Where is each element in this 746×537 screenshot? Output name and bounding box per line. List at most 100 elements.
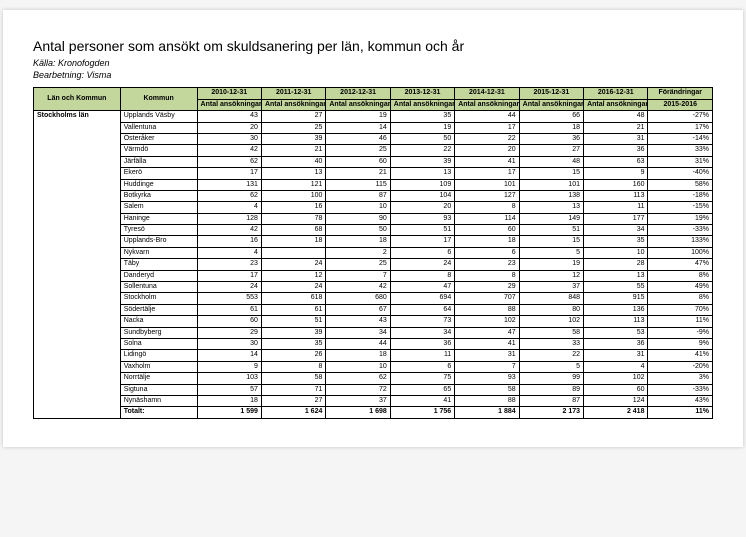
- value-cell: 103: [197, 373, 261, 384]
- value-cell: 707: [455, 293, 519, 304]
- th-sub-6: Antal ansökningar: [584, 99, 648, 110]
- value-cell: 35: [584, 236, 648, 247]
- table-row: Södertälje61616764888013670%: [34, 304, 713, 315]
- table-header: Län och Kommun Kommun 2010-12-31 2011-12…: [34, 88, 713, 111]
- kommun-cell: Salem: [120, 202, 197, 213]
- total-value: 11%: [648, 407, 713, 418]
- value-cell: 51: [261, 316, 325, 327]
- value-cell: 53: [584, 327, 648, 338]
- value-cell: 115: [326, 179, 390, 190]
- total-value: 1 599: [197, 407, 261, 418]
- value-cell: 4: [584, 361, 648, 372]
- value-cell: 133%: [648, 236, 713, 247]
- value-cell: 34: [390, 327, 454, 338]
- th-date-0: 2010-12-31: [197, 88, 261, 99]
- kommun-cell: Österåker: [120, 133, 197, 144]
- value-cell: 113: [584, 190, 648, 201]
- value-cell: 47%: [648, 259, 713, 270]
- value-cell: 65: [390, 384, 454, 395]
- value-cell: 17%: [648, 122, 713, 133]
- value-cell: 42: [197, 225, 261, 236]
- value-cell: 21: [261, 145, 325, 156]
- value-cell: 7: [455, 361, 519, 372]
- value-cell: 64: [390, 304, 454, 315]
- page-title: Antal personer som ansökt om skuldsaneri…: [33, 38, 713, 54]
- value-cell: 11: [390, 350, 454, 361]
- total-value: 1 624: [261, 407, 325, 418]
- source-line-1: Källa: Kronofogden: [33, 58, 713, 70]
- table-row: Sollentuna2424424729375549%: [34, 282, 713, 293]
- kommun-cell: Lidingö: [120, 350, 197, 361]
- value-cell: 24: [390, 259, 454, 270]
- total-value: 1 884: [455, 407, 519, 418]
- value-cell: 4: [197, 202, 261, 213]
- value-cell: 48: [519, 156, 583, 167]
- value-cell: 49%: [648, 282, 713, 293]
- table-row: Stockholm5536186806947078489158%: [34, 293, 713, 304]
- value-cell: 2: [326, 247, 390, 258]
- kommun-cell: Stockholm: [120, 293, 197, 304]
- value-cell: 177: [584, 213, 648, 224]
- value-cell: 100: [261, 190, 325, 201]
- document-page: Antal personer som ansökt om skuldsaneri…: [3, 10, 743, 447]
- value-cell: 19: [326, 111, 390, 122]
- value-cell: 39: [261, 133, 325, 144]
- value-cell: 4: [197, 247, 261, 258]
- value-cell: 37: [326, 395, 390, 406]
- value-cell: 36: [390, 338, 454, 349]
- kommun-cell: Nynäshamn: [120, 395, 197, 406]
- value-cell: 60: [584, 384, 648, 395]
- value-cell: 109: [390, 179, 454, 190]
- value-cell: 131: [197, 179, 261, 190]
- value-cell: 848: [519, 293, 583, 304]
- value-cell: 24: [261, 282, 325, 293]
- value-cell: 89: [519, 384, 583, 395]
- value-cell: 41%: [648, 350, 713, 361]
- value-cell: 124: [584, 395, 648, 406]
- value-cell: 73: [390, 316, 454, 327]
- th-date-5: 2015-12-31: [519, 88, 583, 99]
- value-cell: 21: [584, 122, 648, 133]
- value-cell: 33%: [648, 145, 713, 156]
- value-cell: 618: [261, 293, 325, 304]
- value-cell: 62: [197, 156, 261, 167]
- kommun-cell: Upplands Väsby: [120, 111, 197, 122]
- kommun-cell: Vallentuna: [120, 122, 197, 133]
- value-cell: 22: [519, 350, 583, 361]
- value-cell: 28: [584, 259, 648, 270]
- value-cell: 19: [390, 122, 454, 133]
- kommun-cell: Södertälje: [120, 304, 197, 315]
- th-date-6: 2016-12-31: [584, 88, 648, 99]
- value-cell: 18: [326, 350, 390, 361]
- value-cell: 8: [455, 270, 519, 281]
- value-cell: 915: [584, 293, 648, 304]
- th-change-sub: 2015-2016: [648, 99, 713, 110]
- value-cell: 102: [519, 316, 583, 327]
- value-cell: 88: [455, 395, 519, 406]
- value-cell: 30: [197, 338, 261, 349]
- value-cell: 58: [261, 373, 325, 384]
- th-sub-3: Antal ansökningar: [390, 99, 454, 110]
- value-cell: 26: [261, 350, 325, 361]
- value-cell: 60: [455, 225, 519, 236]
- table-row: Lidingö1426181131223141%: [34, 350, 713, 361]
- value-cell: 61: [197, 304, 261, 315]
- value-cell: 13: [519, 202, 583, 213]
- value-cell: 24: [197, 282, 261, 293]
- table-row: Norrtälje10358627593991023%: [34, 373, 713, 384]
- value-cell: 67: [326, 304, 390, 315]
- value-cell: 14: [197, 350, 261, 361]
- value-cell: 34: [584, 225, 648, 236]
- value-cell: 8%: [648, 270, 713, 281]
- value-cell: 70%: [648, 304, 713, 315]
- value-cell: 44: [326, 338, 390, 349]
- value-cell: 42: [326, 282, 390, 293]
- value-cell: [261, 247, 325, 258]
- table-row: Stockholms länUpplands Väsby432719354466…: [34, 111, 713, 122]
- value-cell: 101: [519, 179, 583, 190]
- lan-cell: Stockholms län: [34, 111, 121, 419]
- value-cell: 20: [455, 145, 519, 156]
- value-cell: 18: [261, 236, 325, 247]
- value-cell: 29: [197, 327, 261, 338]
- value-cell: 22: [390, 145, 454, 156]
